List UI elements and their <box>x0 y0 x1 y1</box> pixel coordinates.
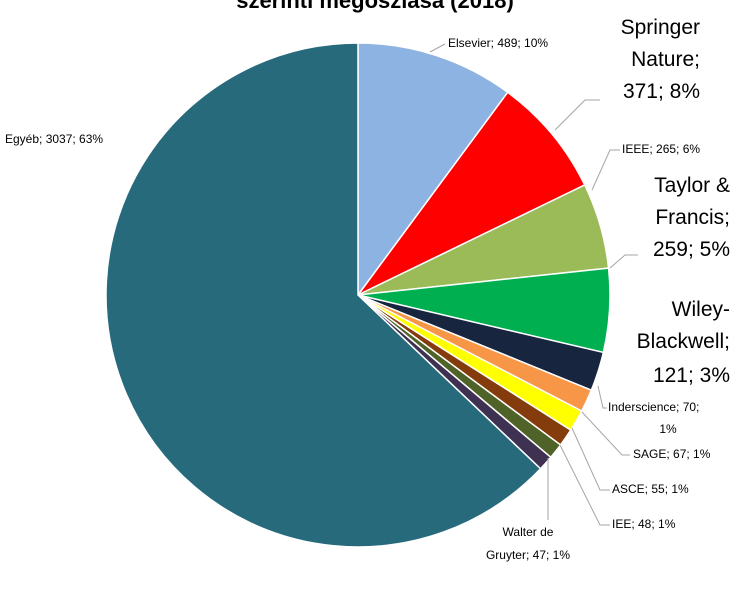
data-label: IEEE; 265; 6% <box>622 142 700 156</box>
leader-line <box>429 43 446 53</box>
pie-slice <box>357 42 509 298</box>
leader-line <box>609 254 638 269</box>
pie-slice <box>357 91 586 296</box>
leader-line <box>571 427 610 491</box>
chart-title: szerinti megoszlása (2018) <box>236 0 514 13</box>
data-label: IEE; 48; 1% <box>612 517 676 531</box>
data-label: ASCE; 55; 1% <box>612 482 689 496</box>
data-label: Springer Nature; 371; 8% <box>621 16 700 103</box>
data-label: Wiley-Blackwell; 121; 3% <box>637 298 730 387</box>
leader-line <box>554 99 600 131</box>
leader-line <box>559 444 610 526</box>
data-label: Taylor & Francis; 259; 5% <box>653 174 730 261</box>
data-label: SAGE; 67; 1% <box>633 447 711 461</box>
leader-line <box>581 411 630 456</box>
leader-line <box>597 385 607 409</box>
data-label: Egyéb; 3037; 63% <box>5 132 103 146</box>
pie-slice <box>105 42 542 548</box>
data-label: Walter de Gruyter; 47; 1% <box>486 525 570 562</box>
data-label: Elsevier; 489; 10% <box>448 36 548 50</box>
data-label: Inderscience; 70; 1% <box>608 400 699 436</box>
leader-line <box>591 149 620 191</box>
